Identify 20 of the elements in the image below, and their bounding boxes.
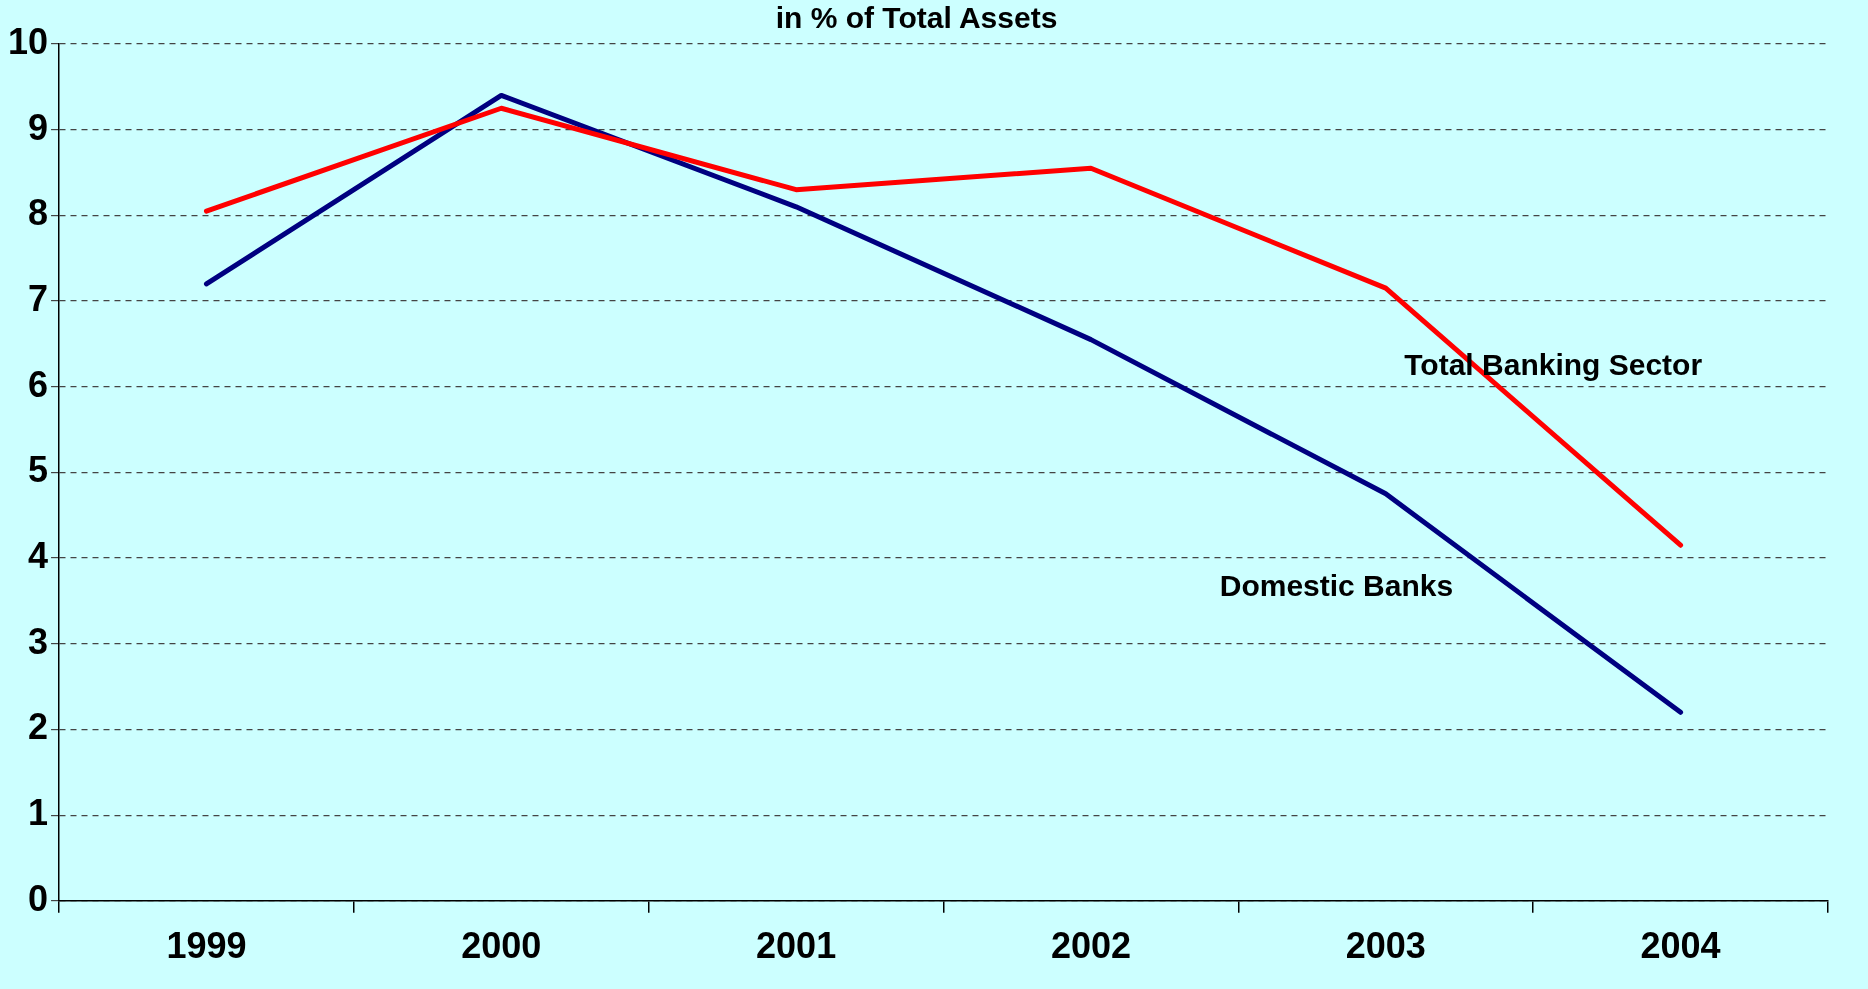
y-tick-label: 10 (8, 20, 49, 62)
x-tick-label: 1999 (166, 925, 247, 967)
chart-title: in % of Total Assets (775, 1, 1058, 35)
y-tick-label: 7 (28, 277, 49, 319)
y-tick-label: 1 (28, 792, 49, 834)
x-tick-label: 2002 (1050, 925, 1131, 967)
y-tick-label: 0 (28, 877, 49, 919)
x-tick-label: 2001 (756, 925, 837, 967)
y-tick-label: 3 (28, 620, 49, 662)
y-tick-label: 6 (28, 363, 49, 405)
y-tick-label: 8 (28, 192, 49, 234)
x-tick-label: 2003 (1345, 925, 1426, 967)
x-tick-label: 2000 (461, 925, 542, 967)
x-tick-label: 2004 (1640, 925, 1721, 967)
y-tick-label: 9 (28, 106, 49, 148)
y-tick-label: 4 (28, 535, 49, 576)
series-label: Domestic Banks (1219, 569, 1454, 603)
y-tick-label: 5 (28, 449, 49, 491)
series-label: Total Banking Sector (1404, 347, 1703, 381)
y-tick-label: 2 (28, 706, 49, 748)
